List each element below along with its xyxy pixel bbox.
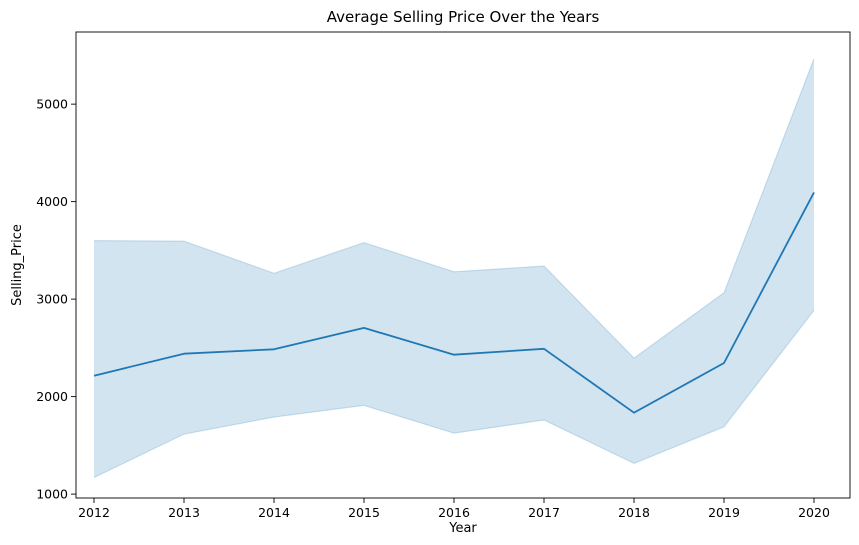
y-tick-label: 3000 xyxy=(36,292,68,307)
y-tick-label: 5000 xyxy=(36,97,68,112)
x-tick-label: 2017 xyxy=(528,505,560,520)
y-tick-label: 1000 xyxy=(36,487,68,502)
x-tick-label: 2019 xyxy=(708,505,740,520)
y-axis-ticks: 1000 2000 3000 4000 5000 xyxy=(36,97,76,502)
series-line xyxy=(93,191,815,414)
confidence-band xyxy=(94,58,814,478)
confidence-band-upper-edge xyxy=(93,58,815,359)
axes-frame xyxy=(75,31,851,499)
x-axis-ticks: 2012 2013 2014 2015 2016 2017 2018 2019 2020 xyxy=(78,498,830,520)
x-tick-label: 2012 xyxy=(78,505,110,520)
y-tick-label: 4000 xyxy=(36,194,68,209)
x-tick-label: 2014 xyxy=(258,505,290,520)
x-axis-label: Year xyxy=(448,521,477,536)
x-tick-label: 2018 xyxy=(618,505,650,520)
chart-title: Average Selling Price Over the Years xyxy=(327,8,600,26)
x-tick-label: 2013 xyxy=(168,505,200,520)
x-tick-label: 2016 xyxy=(438,505,470,520)
plot-area xyxy=(93,58,815,479)
confidence-band-lower-edge xyxy=(93,309,815,479)
y-axis-label: Selling_Price xyxy=(10,224,25,306)
x-tick-label: 2020 xyxy=(798,505,830,520)
x-tick-label: 2015 xyxy=(348,505,380,520)
y-tick-label: 2000 xyxy=(36,389,68,404)
